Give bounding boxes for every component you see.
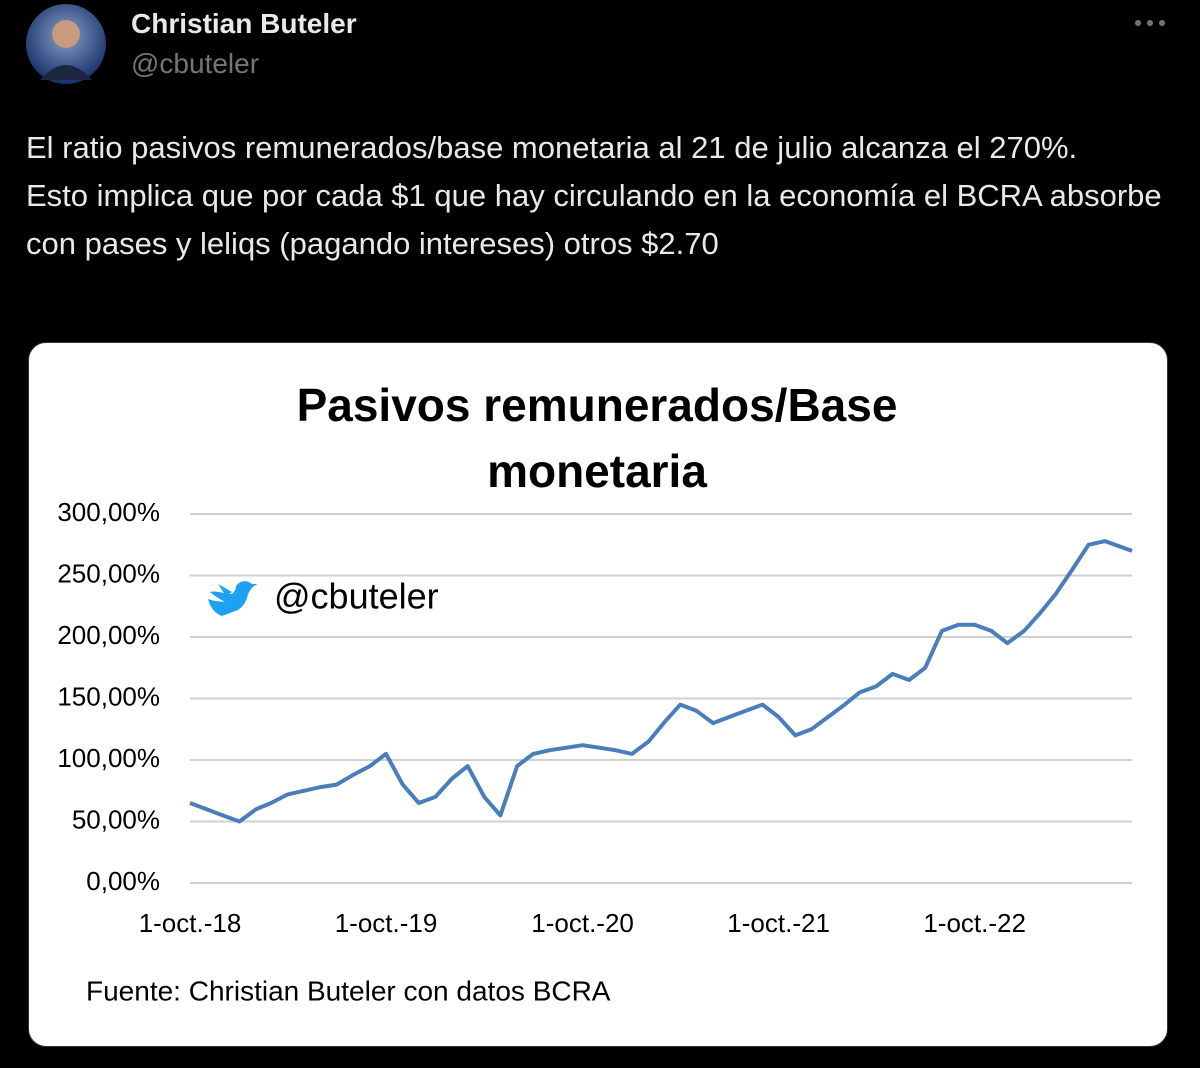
y-tick-label: 100,00% — [57, 743, 160, 773]
y-tick-label: 200,00% — [57, 620, 160, 650]
source-note: Fuente: Christian Buteler con datos BCRA — [86, 975, 611, 1006]
author-name[interactable]: Christian Buteler — [131, 8, 357, 39]
twitter-bird — [208, 584, 248, 616]
paragraph: Esto implica que por cada $1 que hay cir… — [26, 178, 1162, 261]
x-tick-label: 1-oct.-20 — [531, 908, 634, 938]
y-tick-label: 300,00% — [57, 497, 160, 527]
y-tick-label: 50,00% — [72, 804, 160, 834]
data-line — [189, 539, 1133, 824]
watermark: @cbuteler — [274, 576, 439, 617]
avatar-suit — [40, 65, 92, 80]
x-tick-label: 1-oct.-19 — [335, 908, 438, 938]
more-menu[interactable] — [1135, 20, 1165, 26]
chart-title: Pasivos remunerados/Base monetaria — [296, 379, 898, 497]
y-tick-label: 250,00% — [57, 558, 160, 588]
chart-card[interactable] — [28, 342, 1168, 1047]
x-tick-label: 1-oct.-21 — [727, 908, 830, 938]
x-tick-label: 1-oct.-18 — [139, 908, 242, 938]
y-tick-label: 150,00% — [57, 681, 160, 711]
paragraph: El ratio pasivos remunerados/base moneta… — [26, 130, 1078, 165]
x-tick-label: 1-oct.-22 — [923, 908, 1026, 938]
twitter-bird-head — [210, 581, 258, 604]
tweet-text: El ratio pasivos remunerados/base moneta… — [26, 124, 1176, 268]
author-handle[interactable]: @cbuteler — [131, 48, 260, 79]
y-tick-label: 0,00% — [86, 866, 160, 896]
avatar-face — [52, 20, 80, 48]
